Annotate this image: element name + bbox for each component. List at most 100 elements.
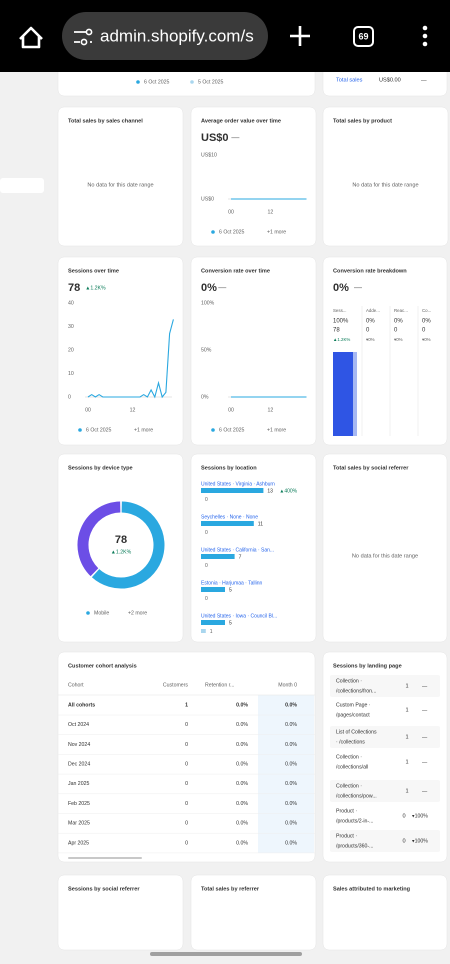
bar (201, 587, 225, 592)
table-cell: 0 (185, 801, 188, 807)
table-cell: 0.0% (236, 702, 248, 708)
value: US$0.00 (379, 77, 401, 83)
table-cell: 0 (185, 821, 188, 827)
y-tick-label: 100% (201, 300, 215, 306)
card (322, 453, 448, 643)
table-cell: 0.0% (236, 781, 248, 787)
bar-previous-value: 0 (205, 596, 208, 602)
url-bar[interactable] (62, 12, 268, 60)
link[interactable]: Total sales (336, 77, 363, 83)
card (190, 453, 317, 643)
metric-change: — (354, 283, 362, 292)
page-type: List of Collections (336, 729, 377, 735)
legend-more[interactable]: +2 more (128, 610, 147, 616)
table-cell: Apr 2025 (68, 840, 89, 846)
x-tick-label: 00 (85, 407, 91, 413)
bar (201, 521, 254, 526)
y-tick-label: 40 (68, 300, 74, 306)
site-settings-knob (80, 38, 88, 46)
gesture-bar (150, 952, 302, 956)
card-title: Conversion rate breakdown (333, 268, 407, 274)
page-type: Product · (336, 808, 357, 814)
sessions-value: 1 (405, 734, 408, 740)
bar (201, 488, 264, 493)
column-header: Customers (163, 682, 188, 688)
legend-more[interactable]: +1 more (134, 427, 153, 433)
empty-state: No data for this date range (352, 553, 418, 559)
bar-value: 7 (239, 554, 242, 560)
column-rate: 100% (333, 319, 349, 325)
x-tick-label: 12 (268, 407, 274, 413)
table-cell: 0.0% (236, 761, 248, 767)
metric-change: — (218, 283, 226, 292)
table-cell: Mar 2025 (68, 821, 90, 827)
url-text[interactable]: admin.shopify.com/s (100, 26, 254, 45)
column-rate: 0% (394, 319, 403, 325)
card (57, 874, 184, 951)
donut-total: 78 (115, 534, 127, 546)
line-series (87, 319, 174, 399)
y-tick-label: 30 (68, 324, 74, 330)
empty-state: No data for this date range (87, 182, 153, 188)
bar-change: ▲400% (279, 488, 297, 494)
donut-change: ▲1.2K% (111, 549, 132, 555)
row-bg (330, 675, 440, 697)
column-header: Cohort (68, 682, 84, 688)
bar-previous-value: 0 (205, 497, 208, 503)
legend-more[interactable]: +1 more (267, 427, 286, 433)
table-cell: 1 (185, 702, 188, 708)
menu-dot[interactable] (422, 41, 428, 47)
sessions-change: ▾100% (412, 838, 428, 844)
table-cell: 0.0% (285, 801, 297, 807)
page-type: Product · (336, 833, 357, 839)
bar-previous-value: 0 (205, 530, 208, 536)
empty-state: No data for this date range (352, 182, 418, 188)
y-tick-label: 10 (68, 371, 74, 377)
legend-label: 6 Oct 2025 (144, 79, 169, 85)
card-title: Average order value over time (201, 118, 281, 124)
tabs-button[interactable] (353, 26, 374, 47)
x-tick-label: 00 (228, 407, 234, 413)
table-cell: Nov 2024 (68, 742, 90, 748)
page-type: Custom Page · (336, 702, 371, 708)
metric-value: 0% (201, 282, 217, 294)
sessions-change: ▾100% (412, 813, 428, 819)
legend-label: 6 Oct 2025 (219, 229, 244, 235)
column-count: 0 (366, 328, 370, 334)
sidebar-item (0, 178, 44, 193)
y-tick-label: 0 (68, 394, 71, 400)
card (57, 453, 184, 643)
x-tick-label: 12 (268, 209, 274, 215)
card (57, 106, 184, 247)
y-tick-label: 0% (201, 394, 209, 400)
menu-dot[interactable] (422, 25, 428, 31)
location-label: United States · California · San... (201, 547, 274, 553)
site-settings-icon[interactable] (74, 31, 92, 43)
card (57, 651, 316, 863)
bar-previous-value: 1 (210, 629, 213, 635)
table-cell: 0 (185, 722, 188, 728)
y-tick-label: 20 (68, 347, 74, 353)
legend-label: 5 Oct 2025 (198, 79, 223, 85)
bar-value: 5 (229, 587, 232, 593)
new-tab-button[interactable] (290, 26, 310, 46)
bar-previous-value: 0 (205, 563, 208, 569)
column-rate: 0% (422, 319, 431, 325)
column-change: ▾0% (394, 337, 403, 342)
sessions-value: 1 (405, 683, 408, 689)
legend-dot (211, 428, 215, 432)
page-path: /collections/pow... (336, 793, 377, 799)
menu-dot[interactable] (422, 33, 428, 39)
card-title: Conversion rate over time (201, 268, 270, 274)
home-button[interactable] (19, 26, 43, 49)
card-title: Total sales by product (333, 118, 392, 124)
bar-value: 13 (267, 488, 273, 494)
sessions-value: 1 (405, 707, 408, 713)
table-cell: 0.0% (285, 722, 297, 728)
bar-value: 11 (258, 521, 263, 527)
legend-dot (86, 611, 90, 615)
column-count: 78 (333, 328, 340, 334)
legend-more[interactable]: +1 more (267, 229, 286, 235)
card-title: Total sales by social referrer (333, 465, 409, 471)
donut-segment (91, 501, 165, 589)
